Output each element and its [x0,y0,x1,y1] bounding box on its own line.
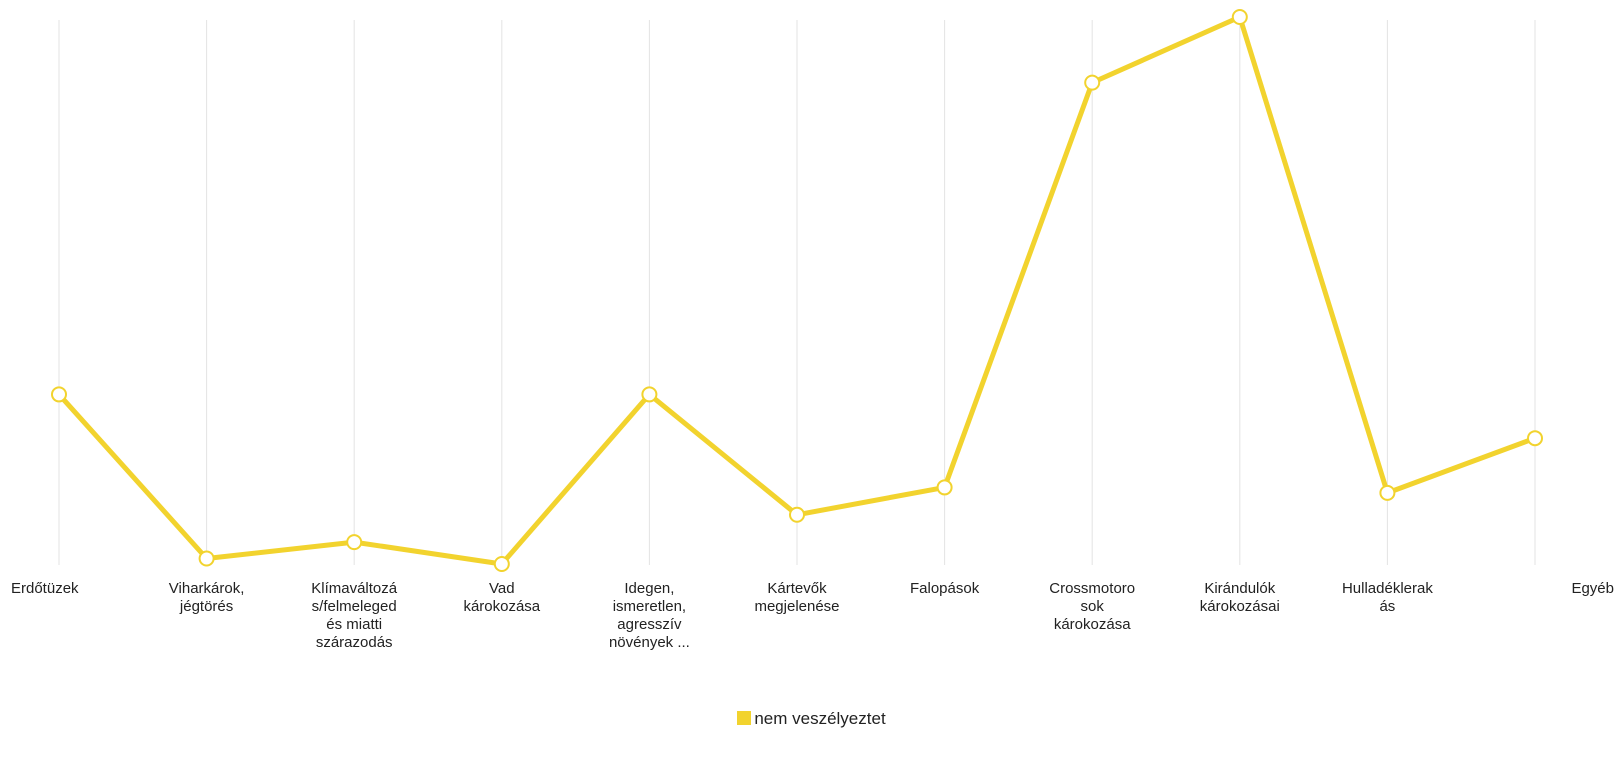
data-point[interactable] [790,508,804,522]
data-point[interactable] [938,480,952,494]
data-point[interactable] [642,387,656,401]
legend: nem veszélyeztet [0,709,1623,729]
x-axis-labels: Erdőtüzek Viharkárok, jégtörés Klímaváltozá… [11,580,1614,651]
data-point[interactable] [200,552,214,566]
line-chart: Erdőtüzek Viharkárok, jégtörés Klímaváltozá… [0,0,1623,700]
gridlines [59,20,1535,565]
x-tick-label: Egyéb [1571,580,1614,597]
data-point[interactable] [52,387,66,401]
data-point[interactable] [1085,76,1099,90]
legend-label: nem veszélyeztet [754,709,885,728]
x-tick-label: Vad károkozása [463,580,540,615]
x-tick-label: Hulladéklerak ás [1342,580,1433,615]
x-tick-label: Viharkárok, jégtörés [169,580,245,615]
x-tick-label: Crossmotoro sok károkozása [1049,580,1135,633]
x-tick-label: Klímaváltozá s/felmeleged és miatti szárazo… [311,580,398,651]
x-tick-label: Erdőtüzek [11,580,79,597]
legend-swatch [737,711,751,725]
x-tick-label: Idegen, ismeretlen, agresszív növények ... [609,580,690,651]
data-point[interactable] [347,535,361,549]
data-point[interactable] [1380,486,1394,500]
x-tick-label: Kirándulók károkozásai [1200,580,1280,615]
data-point[interactable] [495,557,509,571]
data-point[interactable] [1233,10,1247,24]
x-tick-label: Falopások [910,580,980,597]
data-point[interactable] [1528,431,1542,445]
x-tick-label: Kártevők megjelenése [754,580,839,615]
